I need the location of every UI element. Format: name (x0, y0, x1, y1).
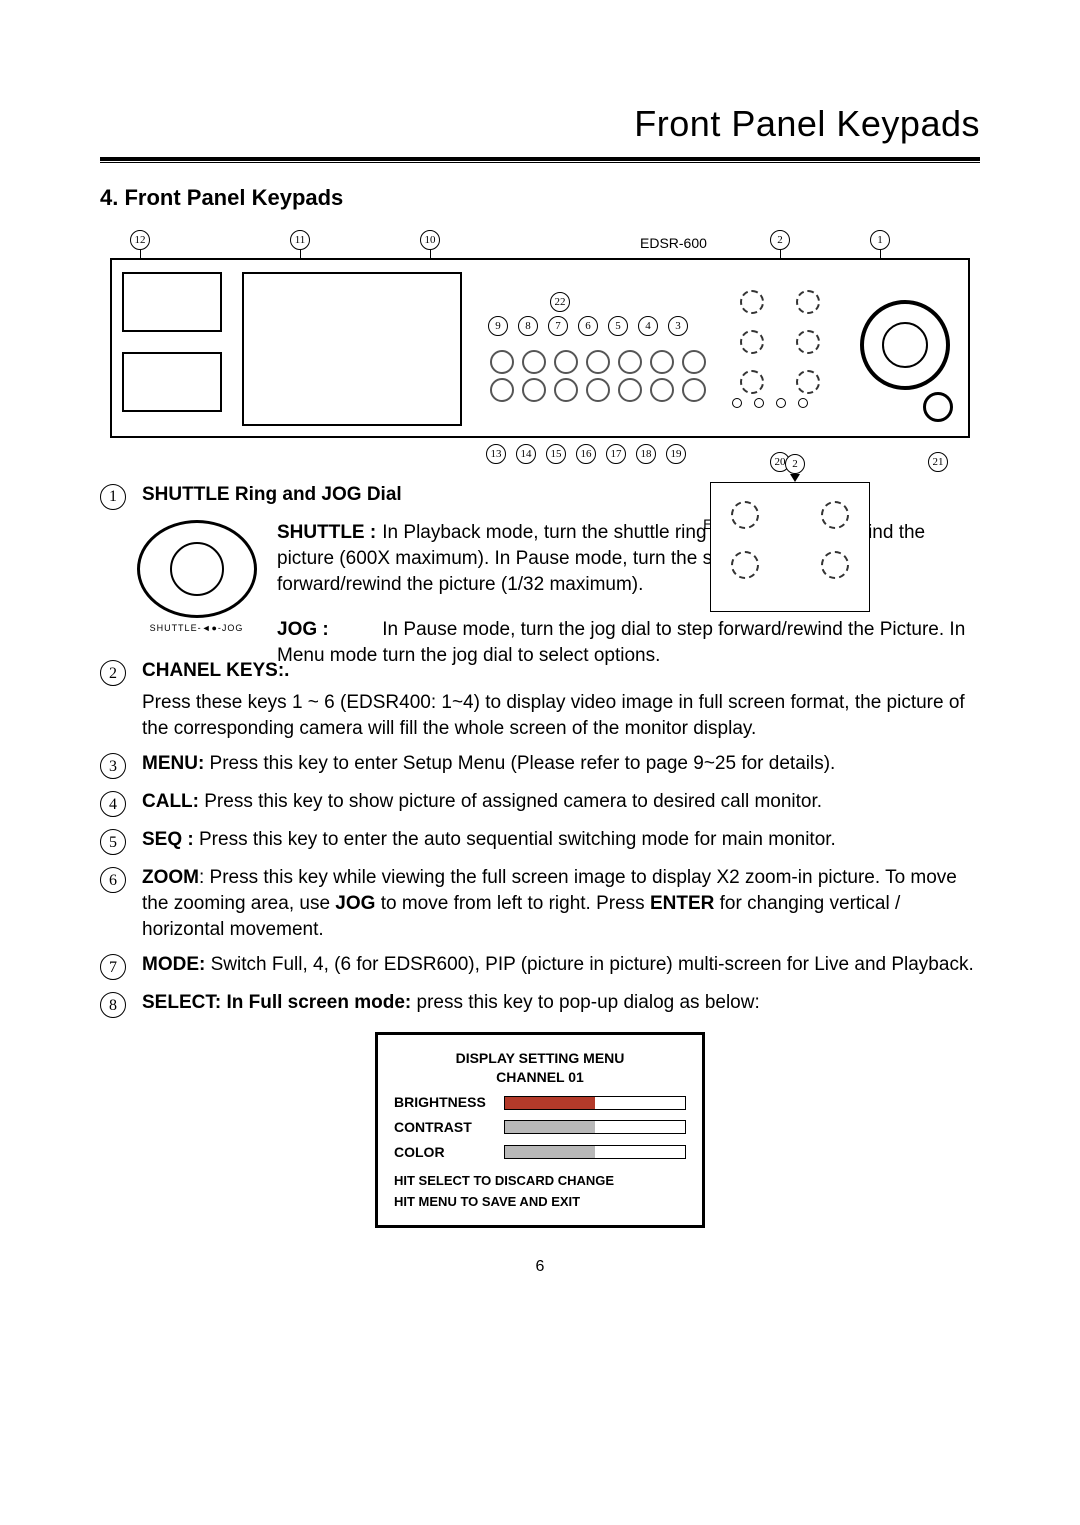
dialog-row-label: CONTRAST (394, 1118, 504, 1137)
item4-text: Press this key to show picture of assign… (199, 791, 822, 812)
item4-label: CALL: (142, 791, 199, 812)
item3-text: Press this key to enter Setup Menu (Plea… (204, 753, 835, 774)
item6-text2: to move from left to right. Press (375, 893, 650, 914)
callout-21: 21 (928, 452, 948, 472)
manual-page: Front Panel Keypads 4. Front Panel Keypa… (0, 0, 1080, 1525)
callout-15: 15 (546, 444, 566, 464)
callout-19: 19 (666, 444, 686, 464)
dialog-bar (504, 1096, 686, 1110)
dialog-bar (504, 1145, 686, 1159)
callout-1: 1 (870, 230, 890, 250)
item2-heading: CHANEL KEYS:. (142, 660, 289, 681)
item7-text: Switch Full, 4, (6 for EDSR600), PIP (pi… (205, 954, 973, 975)
item5-label: SEQ : (142, 829, 194, 850)
dialog-title: DISPLAY SETTING MENU (394, 1049, 686, 1068)
item8-label: SELECT: In Full screen mode: (142, 992, 411, 1013)
item8-text: press this key to pop-up dialog as below… (411, 992, 760, 1013)
item6-enter: ENTER (650, 893, 714, 914)
item-number-7: 7 (100, 954, 126, 980)
dialog-note-1: HIT SELECT TO DISCARD CHANGE (394, 1172, 686, 1190)
callout-mini-2: 2 (785, 454, 805, 474)
item-number-6: 6 (100, 867, 126, 893)
edsr400-mini-panel (710, 482, 870, 612)
item5-text: Press this key to enter the auto sequent… (194, 829, 836, 850)
edsr600-label: EDSR-600 (640, 234, 707, 253)
callout-12: 12 (130, 230, 150, 250)
display-setting-dialog: DISPLAY SETTING MENU CHANNEL 01 BRIGHTNE… (375, 1032, 705, 1228)
item7-label: MODE: (142, 954, 205, 975)
item-number-5: 5 (100, 829, 126, 855)
device-frame (110, 258, 970, 438)
jog-dial-drawing (860, 300, 950, 390)
item3-label: MENU: (142, 753, 204, 774)
dialog-row: BRIGHTNESS (394, 1093, 686, 1112)
dialog-row: CONTRAST (394, 1118, 686, 1137)
callout-13: 13 (486, 444, 506, 464)
callout-2: 2 (770, 230, 790, 250)
item-number-8: 8 (100, 992, 126, 1018)
dialog-row-label: BRIGHTNESS (394, 1093, 504, 1112)
dialog-note-2: HIT MENU TO SAVE AND EXIT (394, 1193, 686, 1211)
shuttle-caption: SHUTTLE-◄●-JOG (134, 622, 259, 634)
item2-text: Press these keys 1 ~ 6 (EDSR400: 1~4) to… (142, 690, 980, 741)
jog-label: JOG : (277, 617, 377, 643)
dialog-subtitle: CHANNEL 01 (394, 1068, 686, 1087)
item-number-4: 4 (100, 791, 126, 817)
callout-18: 18 (636, 444, 656, 464)
dialog-row: COLOR (394, 1143, 686, 1162)
item-number-2: 2 (100, 660, 126, 686)
callout-17: 17 (606, 444, 626, 464)
callout-11: 11 (290, 230, 310, 250)
section-heading: 4. Front Panel Keypads (100, 183, 980, 213)
callout-10: 10 (420, 230, 440, 250)
callout-14: 14 (516, 444, 536, 464)
device-diagram: EDSR-600 12 11 10 2 1 (100, 230, 980, 470)
page-number: 6 (100, 1256, 980, 1278)
dialog-row-label: COLOR (394, 1143, 504, 1162)
dialog-bar (504, 1120, 686, 1134)
item-number-3: 3 (100, 753, 126, 779)
item6-jog: JOG (335, 893, 375, 914)
title-rule (100, 157, 980, 163)
page-title: Front Panel Keypads (100, 100, 980, 149)
item6-label: ZOOM (142, 867, 199, 888)
callout-16: 16 (576, 444, 596, 464)
